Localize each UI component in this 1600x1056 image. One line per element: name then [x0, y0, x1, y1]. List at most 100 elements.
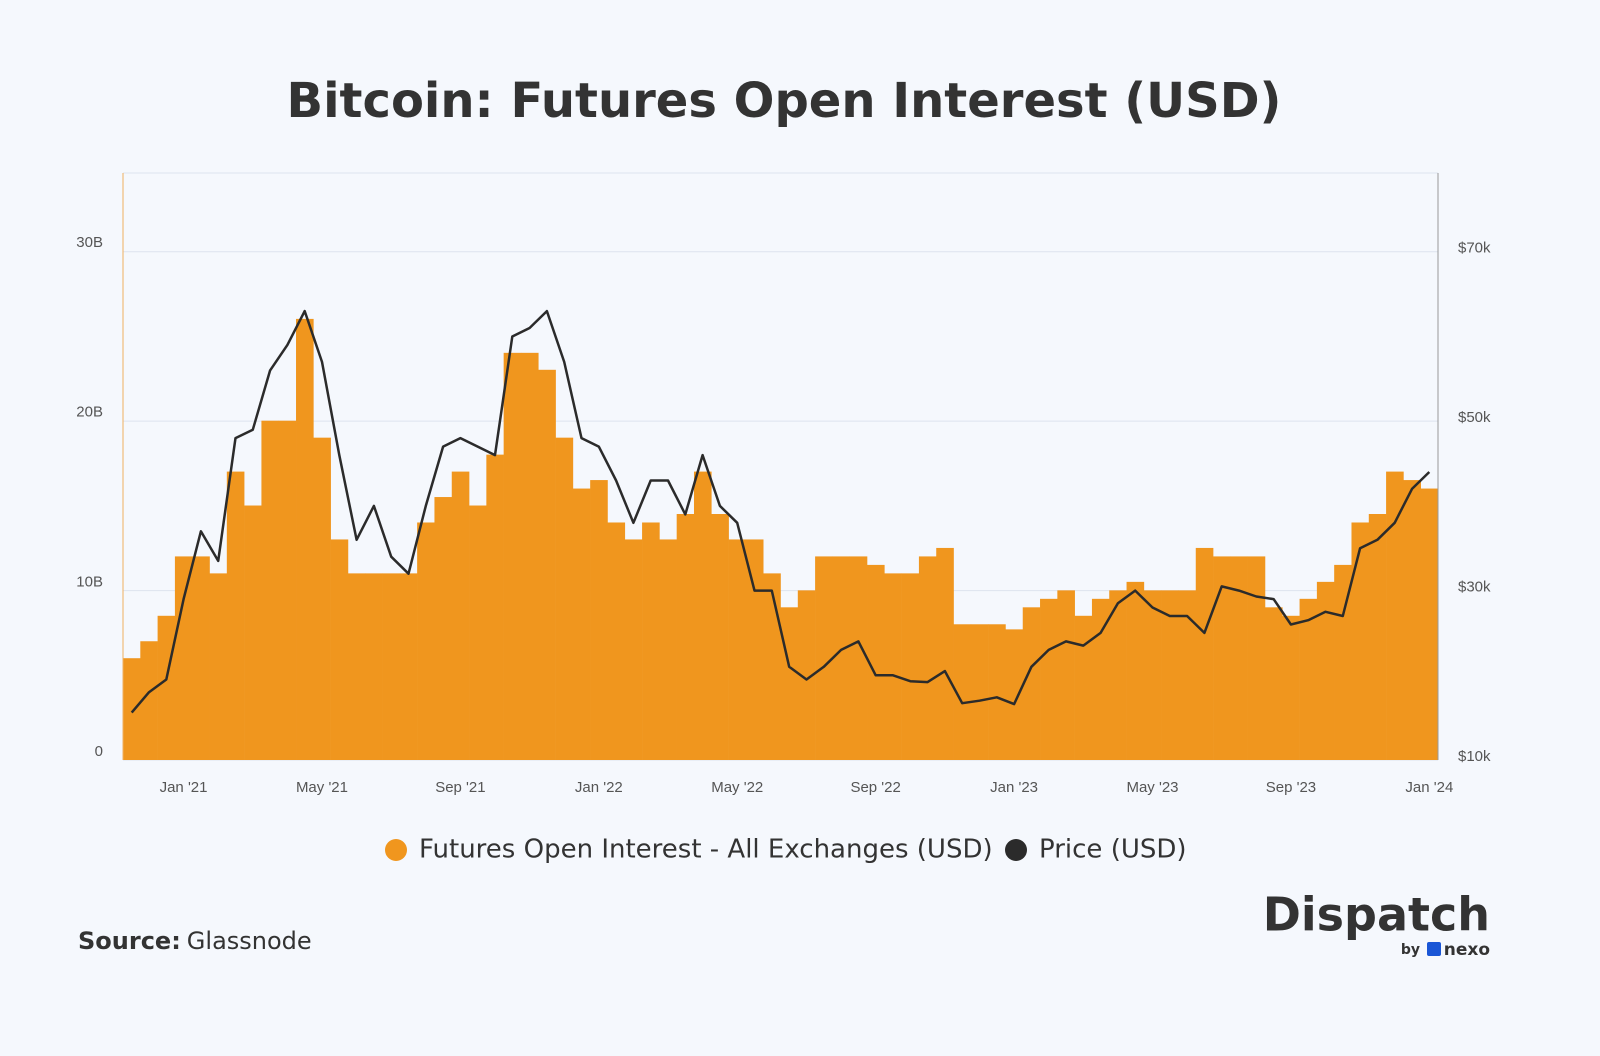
bar: [469, 505, 487, 760]
bar: [434, 497, 453, 760]
y2-tick-label: $30k: [1458, 579, 1491, 596]
bar: [1351, 522, 1370, 760]
logo-icon: [1427, 942, 1441, 956]
bar: [1057, 590, 1075, 760]
bar: [365, 573, 383, 760]
y2-tick-label: $70k: [1458, 240, 1491, 257]
bar: [209, 573, 228, 760]
bar: [278, 420, 297, 760]
y2-tick-label: $50k: [1458, 409, 1491, 426]
bar: [192, 556, 210, 760]
logo-name: Dispatch: [1263, 888, 1490, 942]
legend-swatch: [385, 839, 407, 861]
bar: [140, 641, 158, 760]
bar: [1074, 615, 1093, 760]
bar: [918, 556, 937, 760]
x-tick-label: Jan '21: [160, 779, 208, 796]
bar: [157, 615, 176, 760]
y-tick-label: 30B: [76, 234, 103, 251]
bar: [1299, 598, 1318, 760]
bar: [832, 556, 851, 760]
bar: [1109, 590, 1127, 760]
bar: [572, 488, 591, 760]
x-tick-label: May '22: [711, 779, 763, 796]
bar: [797, 590, 816, 760]
x-tick-label: Sep '22: [850, 779, 900, 796]
x-tick-label: May '21: [296, 779, 348, 796]
bar: [486, 454, 504, 760]
bar: [953, 624, 972, 760]
bar: [1247, 556, 1266, 760]
x-tick-label: Sep '21: [435, 779, 485, 796]
bar: [1316, 581, 1335, 760]
chart-title: Bitcoin: Futures Open Interest (USD): [287, 73, 1282, 129]
bar: [555, 437, 574, 760]
price-line: [130, 309, 1431, 714]
bar: [970, 624, 989, 760]
bar: [1005, 629, 1024, 760]
bar: [936, 547, 954, 760]
bar: [607, 522, 626, 760]
bar: [399, 573, 418, 760]
bar: [1195, 547, 1214, 760]
x-tick-label: May '23: [1126, 779, 1178, 796]
bar: [174, 556, 193, 760]
bar: [884, 573, 902, 760]
bar: [1386, 471, 1404, 760]
bar: [313, 437, 331, 760]
bar: [1282, 615, 1300, 760]
bar: [451, 471, 470, 760]
bar: [1403, 480, 1421, 760]
bar: [1126, 581, 1145, 760]
bar: [1022, 607, 1041, 760]
bar: [1230, 556, 1248, 760]
bar: [244, 505, 262, 760]
bar: [693, 471, 712, 760]
bar: [988, 624, 1006, 760]
bar: [1334, 564, 1352, 760]
bar: [417, 522, 435, 760]
bar: [849, 556, 868, 760]
x-tick-label: Sep '23: [1266, 779, 1316, 796]
logo: Dispatch by nexo: [1263, 888, 1490, 961]
bar: [520, 352, 539, 760]
bar: [711, 514, 729, 760]
plot-area: 0 10B 20B 30B $10k $30k $50k $70k Jan '21 May '21…: [76, 172, 1491, 796]
y-tick-label: 0: [95, 743, 103, 760]
x-tick-label: Jan '23: [990, 779, 1038, 796]
logo-partner: nexo: [1444, 940, 1490, 960]
bar: [901, 573, 920, 760]
y-tick-label: 10B: [76, 573, 103, 590]
bar: [659, 539, 677, 760]
bar: [1368, 514, 1387, 760]
bar: [1264, 607, 1283, 760]
bar: [226, 471, 245, 760]
bar: [763, 573, 781, 760]
bar: [123, 658, 141, 760]
source-label: Source:: [78, 927, 181, 955]
x-tick-label: Jan '22: [575, 779, 623, 796]
y-tick-label: 20B: [76, 404, 103, 421]
legend: Futures Open Interest - All Exchanges (U…: [385, 835, 1187, 865]
bar: [624, 539, 643, 760]
logo-by: by: [1401, 942, 1420, 958]
bar: [780, 607, 799, 760]
bar: [590, 480, 608, 760]
bar: [296, 318, 314, 760]
bar: [1040, 598, 1058, 760]
bar: [728, 539, 747, 760]
bar: [261, 420, 280, 760]
bar: [1420, 488, 1439, 760]
bar: [1178, 590, 1197, 760]
bar: [1091, 598, 1110, 760]
bar: [642, 522, 660, 760]
bar: [330, 539, 349, 760]
bar: [676, 514, 695, 760]
legend-label: Price (USD): [1039, 835, 1187, 865]
legend-label: Futures Open Interest - All Exchanges (U…: [419, 835, 993, 865]
bar: [538, 369, 556, 760]
bar: [382, 573, 401, 760]
bar: [503, 352, 522, 760]
bar: [1143, 590, 1162, 760]
